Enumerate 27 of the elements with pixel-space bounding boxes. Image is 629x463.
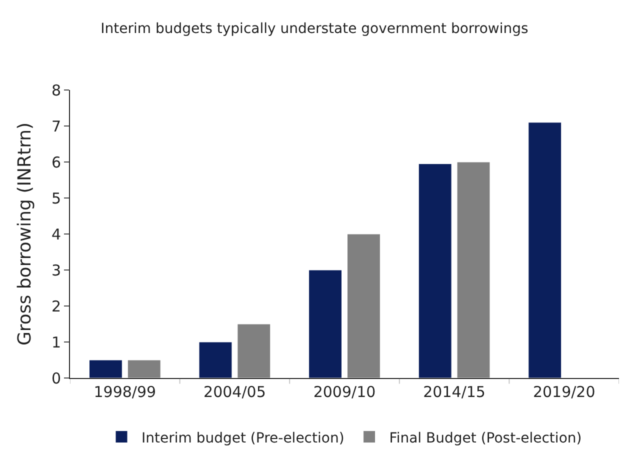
x-tick-label: 2014/15 <box>423 383 486 401</box>
chart-title: Interim budgets typically understate government borrowings <box>100 20 528 37</box>
y-tick-label: 1 <box>51 333 61 352</box>
y-tick-label: 2 <box>51 297 61 316</box>
bar <box>198 342 232 378</box>
y-axis-title: Gross borrowing (INRtrn) <box>14 122 36 346</box>
bar <box>528 122 562 378</box>
x-tick-label: 2004/05 <box>204 383 266 401</box>
legend-label: Interim budget (Pre-election) <box>142 430 344 446</box>
y-tick-label: 8 <box>51 81 61 100</box>
bar <box>237 324 271 378</box>
y-tick-label: 6 <box>51 153 61 172</box>
y-tick-label: 7 <box>51 117 61 136</box>
bar <box>456 162 490 378</box>
bar <box>418 164 452 378</box>
x-tick-label: 2009/10 <box>313 383 376 401</box>
y-tick-label: 5 <box>51 189 61 208</box>
bar <box>88 360 122 378</box>
x-tick-label: 2019/20 <box>532 383 596 401</box>
y-tick-label: 3 <box>51 261 61 280</box>
y-tick-label: 4 <box>51 225 61 244</box>
bar <box>346 234 380 378</box>
y-tick-label: 0 <box>51 369 61 388</box>
x-tick-label: 1998/99 <box>94 383 156 401</box>
legend-label: Final Budget (Post-election) <box>389 430 582 446</box>
bar <box>308 270 342 378</box>
bar <box>127 360 161 378</box>
